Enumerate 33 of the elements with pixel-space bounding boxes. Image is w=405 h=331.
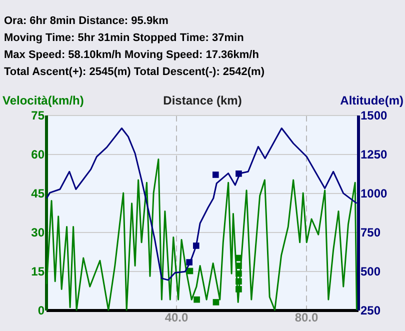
y2-tick-label: 1250 [360, 148, 388, 162]
point [212, 299, 220, 306]
y2-tick-label: 750 [360, 226, 381, 240]
point [194, 296, 200, 303]
text: Max Speed: 58.10km/h Moving Speed: 17.36km/h [4, 49, 260, 61]
point [192, 242, 200, 249]
y2-tick-label: 1000 [360, 186, 388, 200]
point [186, 259, 192, 266]
y2-tick-label: 1500 [360, 108, 388, 122]
point [212, 172, 219, 178]
point [236, 170, 242, 177]
text: Moving Time: 5hr 31min Stopped Time: 37min [4, 32, 244, 44]
line-series [46, 158, 358, 311]
y-tick-label: 0 [38, 304, 45, 318]
y2-tick-label: 500 [360, 264, 381, 278]
point [236, 254, 242, 262]
x-axis-title: Distance (km) [163, 94, 242, 108]
y2-axis-title: Altitude(m) [340, 94, 404, 108]
text: Total Ascent(+): 2545(m) Total Descent(-): 2542(m) [4, 66, 265, 78]
text: Ora: 6hr 8min Distance: 95.9km [4, 15, 169, 27]
x-tick-label: 40.0 [164, 310, 188, 324]
y-tick-label: 15 [31, 264, 45, 278]
line-series [46, 128, 358, 281]
y2-tick-label: 250 [360, 304, 381, 318]
point [236, 278, 242, 285]
y-tick-label: 60 [31, 148, 45, 162]
y-tick-label: 75 [31, 108, 45, 122]
x-tick-label: 80.0 [294, 310, 318, 324]
y-tick-label: 30 [31, 226, 45, 240]
y-tick-label: 45 [31, 186, 45, 200]
point [236, 286, 242, 292]
y-axis-title: Velocità(km/h) [2, 94, 84, 108]
point [236, 270, 242, 277]
